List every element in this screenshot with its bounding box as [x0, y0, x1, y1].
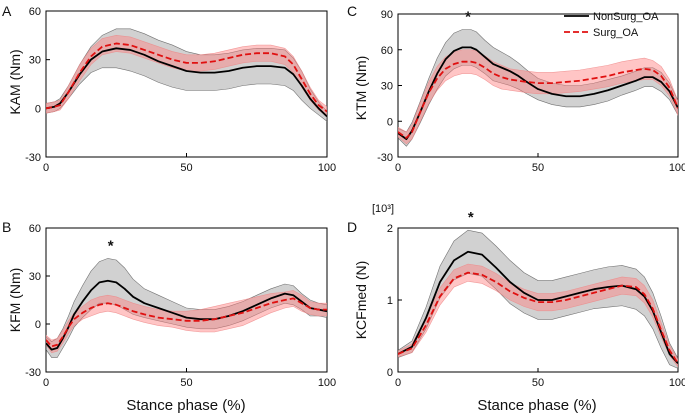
y-tick-label-c: 90 — [381, 9, 393, 21]
y-tick-label-c: 30 — [381, 81, 393, 93]
panel-d-plot: 0 1 2 0 50 100 * — [387, 209, 685, 389]
x-tick-label-d: 50 — [532, 377, 544, 389]
nonsurg-sd-band-c — [398, 29, 678, 147]
y-tick-label-a: 60 — [29, 6, 41, 18]
x-tick-label-a: 100 — [318, 162, 336, 174]
surg-mean-line-a — [46, 42, 327, 113]
legend-nonsurg-label: NonSurg_OA — [593, 11, 659, 23]
y-tick-label-b: 30 — [29, 271, 41, 283]
significance-star-c: * — [465, 8, 471, 25]
y-tick-label-a: 30 — [29, 55, 41, 67]
nonsurg-mean-line-b — [46, 279, 327, 351]
x-tick-label-d: 100 — [669, 377, 685, 389]
y-tick-label-b: 0 — [35, 319, 41, 331]
y-tick-label-d: 2 — [387, 223, 393, 235]
legend-surg-label: Surg_OA — [593, 27, 639, 39]
y-scale-label-d: [10³] — [372, 203, 394, 215]
x-tick-label-b: 100 — [318, 377, 336, 389]
legend: NonSurg_OA Surg_OA — [564, 11, 659, 39]
plot-area-b — [46, 258, 327, 358]
plot-area-c — [398, 29, 678, 147]
x-tick-label-d: 0 — [395, 377, 401, 389]
x-axis-label-d: Stance phase (%) — [477, 397, 596, 414]
y-axis-label-b: KFM (Nm) — [7, 268, 23, 333]
x-tick-label-c: 0 — [395, 162, 401, 174]
surg-sd-band-c — [398, 49, 678, 145]
y-axis-label-c: KTM (Nm) — [353, 56, 369, 121]
surg-mean-line-d — [398, 271, 678, 364]
x-axis-label-b: Stance phase (%) — [126, 397, 245, 414]
y-tick-label-c: -30 — [377, 152, 393, 164]
x-tick-label-c: 100 — [669, 162, 685, 174]
y-axis-label-a: KAM (Nm) — [7, 49, 23, 114]
x-tick-label-b: 0 — [43, 377, 49, 389]
plot-area-d — [398, 229, 678, 369]
panel-label-d: D — [347, 219, 357, 235]
y-tick-label-a: 0 — [35, 103, 41, 115]
y-tick-label-a: -30 — [25, 152, 41, 164]
y-tick-label-d: 0 — [387, 367, 393, 379]
y-tick-label-b: -30 — [25, 367, 41, 379]
surg-sd-band-a — [46, 35, 327, 117]
x-tick-label-a: 0 — [43, 162, 49, 174]
y-tick-label-c: 0 — [387, 116, 393, 128]
surg-mean-line-b — [46, 297, 327, 348]
significance-star-b: * — [108, 237, 114, 254]
panel-label-a: A — [2, 3, 12, 19]
panel-label-c: C — [347, 3, 357, 19]
panel-label-b: B — [2, 219, 11, 235]
plot-area-a — [46, 28, 327, 122]
surg-mean-line-c — [398, 60, 678, 139]
significance-star-d: * — [468, 209, 474, 226]
y-tick-label-c: 60 — [381, 45, 393, 57]
nonsurg-sd-band-a — [46, 28, 327, 122]
x-tick-label-a: 50 — [180, 162, 192, 174]
y-tick-label-d: 1 — [387, 295, 393, 307]
nonsurg-mean-line-d — [398, 250, 678, 364]
y-axis-label-d: KCFmed (N) — [353, 261, 369, 340]
nonsurg-mean-line-c — [398, 46, 678, 141]
x-tick-label-c: 50 — [532, 162, 544, 174]
y-tick-label-b: 60 — [29, 223, 41, 235]
surg-sd-band-d — [398, 263, 678, 368]
x-tick-label-b: 50 — [180, 377, 192, 389]
